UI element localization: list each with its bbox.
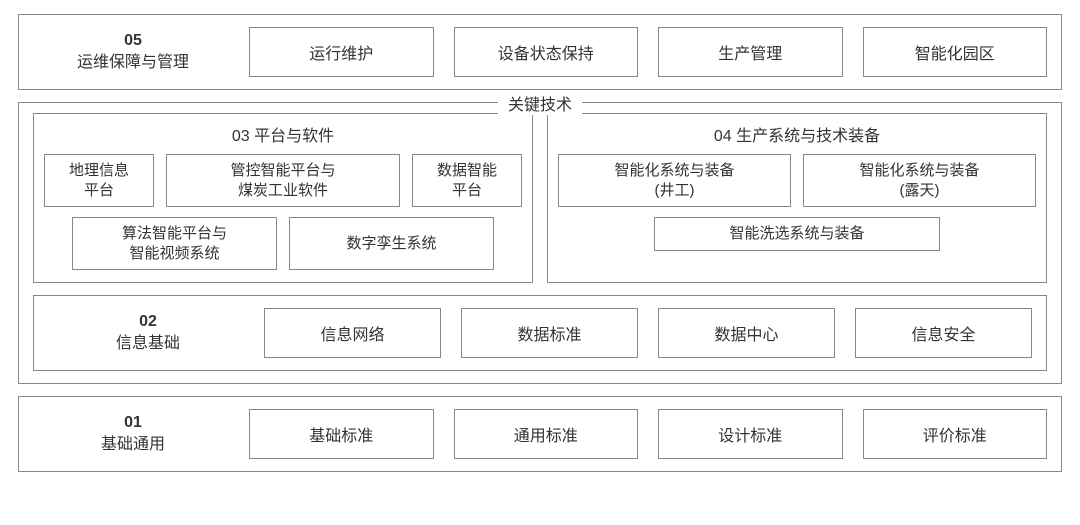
col-03-row1: 地理信息 平台 管控智能平台与 煤炭工业软件 数据智能 平台 bbox=[44, 154, 522, 207]
item-box: 数据中心 bbox=[658, 308, 835, 358]
col-04-row1: 智能化系统与装备 (井工) 智能化系统与装备 (露天) bbox=[558, 154, 1036, 207]
item-box: 通用标准 bbox=[454, 409, 639, 459]
row-05-label: 05 运维保障与管理 bbox=[33, 30, 233, 75]
row-02: 02 信息基础 信息网络 数据标准 数据中心 信息安全 bbox=[33, 295, 1047, 371]
col-04-row2: 智能洗选系统与装备 bbox=[558, 217, 1036, 251]
item-box: 生产管理 bbox=[658, 27, 843, 77]
sub-box: 数据智能 平台 bbox=[412, 154, 522, 207]
row-01-title: 基础通用 bbox=[33, 434, 233, 456]
sub-box: 智能洗选系统与装备 bbox=[654, 217, 941, 251]
row-01-label: 01 基础通用 bbox=[33, 412, 233, 457]
row-01: 01 基础通用 基础标准 通用标准 设计标准 评价标准 bbox=[18, 396, 1062, 472]
col-03-row2: 算法智能平台与 智能视频系统 数字孪生系统 bbox=[44, 217, 522, 270]
row-05-num: 05 bbox=[33, 30, 233, 52]
sub-box: 数字孪生系统 bbox=[289, 217, 494, 270]
col-04-title: 04 生产系统与技术装备 bbox=[558, 122, 1036, 146]
row-05-title: 运维保障与管理 bbox=[33, 52, 233, 74]
item-box: 评价标准 bbox=[863, 409, 1048, 459]
row-02-label: 02 信息基础 bbox=[48, 311, 248, 356]
item-box: 设备状态保持 bbox=[454, 27, 639, 77]
key-tech-two-col: 03 平台与软件 地理信息 平台 管控智能平台与 煤炭工业软件 数据智能 平台 … bbox=[33, 113, 1047, 283]
col-04: 04 生产系统与技术装备 智能化系统与装备 (井工) 智能化系统与装备 (露天)… bbox=[547, 113, 1047, 283]
row-05: 05 运维保障与管理 运行维护 设备状态保持 生产管理 智能化园区 bbox=[18, 14, 1062, 90]
item-box: 运行维护 bbox=[249, 27, 434, 77]
row-01-num: 01 bbox=[33, 412, 233, 434]
item-box: 信息安全 bbox=[855, 308, 1032, 358]
item-box: 信息网络 bbox=[264, 308, 441, 358]
row-02-num: 02 bbox=[48, 311, 248, 333]
sub-box: 地理信息 平台 bbox=[44, 154, 154, 207]
item-box: 智能化园区 bbox=[863, 27, 1048, 77]
item-box: 设计标准 bbox=[658, 409, 843, 459]
col-03-title: 03 平台与软件 bbox=[44, 122, 522, 146]
row-02-items: 信息网络 数据标准 数据中心 信息安全 bbox=[264, 308, 1032, 358]
sub-box: 管控智能平台与 煤炭工业软件 bbox=[166, 154, 400, 207]
key-tech-legend: 关键技术 bbox=[498, 91, 582, 115]
row-02-title: 信息基础 bbox=[48, 333, 248, 355]
sub-box: 智能化系统与装备 (井工) bbox=[558, 154, 791, 207]
key-tech-group: 关键技术 03 平台与软件 地理信息 平台 管控智能平台与 煤炭工业软件 数据智… bbox=[18, 102, 1062, 384]
row-05-items: 运行维护 设备状态保持 生产管理 智能化园区 bbox=[249, 27, 1047, 77]
item-box: 数据标准 bbox=[461, 308, 638, 358]
item-box: 基础标准 bbox=[249, 409, 434, 459]
sub-box: 算法智能平台与 智能视频系统 bbox=[72, 217, 277, 270]
row-01-items: 基础标准 通用标准 设计标准 评价标准 bbox=[249, 409, 1047, 459]
col-03: 03 平台与软件 地理信息 平台 管控智能平台与 煤炭工业软件 数据智能 平台 … bbox=[33, 113, 533, 283]
sub-box: 智能化系统与装备 (露天) bbox=[803, 154, 1036, 207]
